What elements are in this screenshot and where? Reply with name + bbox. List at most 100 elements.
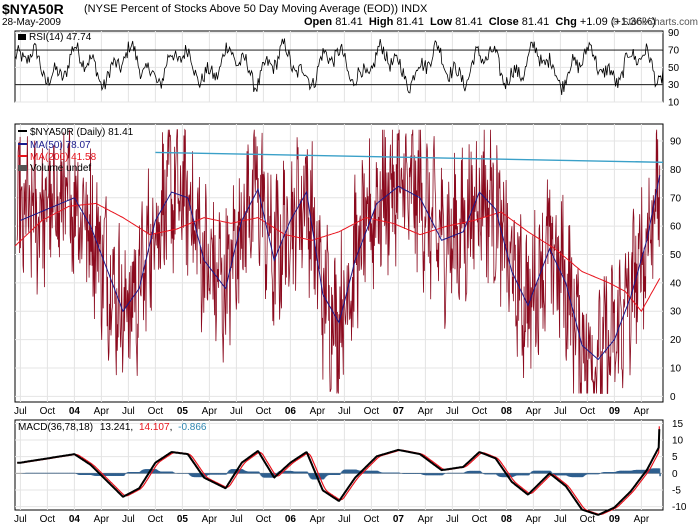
- x-tick-label: Apr: [310, 406, 326, 417]
- macd-hist-bar: [275, 473, 278, 475]
- x-tick-label: Apr: [418, 514, 434, 525]
- x-tick-label: 08: [501, 514, 513, 525]
- x-tick-label: Jul: [230, 514, 243, 525]
- macd-legend: MACD(36,78,18) 13.241, 14.107, -0.866: [18, 422, 207, 433]
- x-tick-label: Apr: [202, 514, 218, 525]
- open-value: 81.41: [335, 16, 363, 28]
- macd-hist-bar: [481, 472, 483, 474]
- high-value: 81.41: [396, 16, 424, 28]
- macd-legend-hist: -0.866: [178, 422, 207, 433]
- x-tick-label: 08: [501, 406, 513, 417]
- legend-volume: Volume undef: [30, 163, 91, 174]
- y-tick-label: 30: [670, 307, 682, 318]
- legend-ma50: MA(50) 78.07: [30, 140, 91, 151]
- low-label: Low: [430, 16, 453, 28]
- macd-legend-signal: 14.107: [139, 422, 170, 433]
- x-tick-label: Apr: [526, 406, 542, 417]
- macd-hist-bar: [258, 471, 260, 474]
- y-tick-label: 30: [668, 80, 680, 91]
- x-tick-label: Jul: [14, 514, 27, 525]
- x-tick-label: Oct: [472, 514, 488, 525]
- chg-value: +1.09 (+1.36%): [579, 16, 656, 28]
- x-tick-label: Jul: [14, 406, 27, 417]
- macd-grid: [15, 420, 663, 510]
- macd-hist-bar: [550, 472, 553, 474]
- price-x-ticks: Jul Oct 04 Apr Jul Oct 05 Apr Jul Oct 06 Apr Jul Oct 0…: [14, 406, 650, 417]
- x-tick-label: Oct: [40, 406, 56, 417]
- close-value: 81.41: [521, 16, 550, 28]
- x-tick-label: 09: [609, 406, 621, 417]
- x-tick-label: 05: [177, 406, 189, 417]
- macd-hist-bar: [339, 473, 341, 475]
- macd-line: [17, 429, 661, 516]
- macd-y-ticks: -10 -5 0 5 10 15: [672, 419, 687, 513]
- y-tick-label: 5: [672, 452, 678, 463]
- y-tick-label: 80: [670, 165, 682, 176]
- macd-hist-bar: [658, 468, 661, 474]
- y-tick-label: 10: [670, 363, 682, 374]
- macd-hist-bar: [528, 473, 530, 475]
- close-label: Close: [488, 16, 519, 28]
- rsi-legend: RSI(14) 47.74: [29, 32, 92, 43]
- legend-price: $NYA50R (Daily) 81.41: [30, 127, 134, 138]
- symbol-title: $NYA50R: [2, 1, 64, 17]
- rsi-frame: [14, 30, 664, 103]
- x-tick-label: Oct: [472, 406, 488, 417]
- x-tick-label: Apr: [310, 514, 326, 525]
- ma200-line: [14, 202, 661, 313]
- high-label: High: [368, 16, 394, 28]
- x-tick-label: 07: [393, 514, 405, 525]
- macd-legend-label: MACD(36,78,18): [18, 422, 93, 433]
- legend-swatch-volume: [18, 165, 27, 171]
- x-tick-label: Jul: [446, 406, 459, 417]
- macd-hist-bar: [225, 473, 228, 475]
- rsi-line: [14, 38, 664, 96]
- x-tick-label: Jul: [122, 406, 135, 417]
- x-tick-label: Oct: [580, 514, 596, 525]
- macd-hist-bar: [598, 473, 600, 474]
- y-tick-label: -10: [672, 502, 687, 513]
- macd-hist-bar: [124, 473, 127, 474]
- x-tick-label: 07: [393, 406, 405, 417]
- macd-x-ticks: Jul Oct 04 Apr Jul Oct 05 Apr Jul Oct 06 Apr Jul Oct 0…: [14, 514, 650, 525]
- x-tick-label: Jul: [230, 406, 243, 417]
- x-tick-label: 04: [69, 406, 81, 417]
- y-tick-label: -5: [672, 486, 681, 497]
- macd-hist-bar: [659, 473, 661, 477]
- x-tick-label: Jul: [338, 406, 351, 417]
- brand-label: © StockCharts.com: [611, 17, 698, 28]
- macd-hist-bar: [306, 472, 309, 474]
- x-tick-label: Oct: [256, 406, 272, 417]
- quote-line: Open 81.41 High 81.41 Low 81.41 Close 81…: [304, 16, 656, 28]
- symbol-description: (NYSE Percent of Stocks Above 50 Day Mov…: [84, 3, 428, 15]
- y-tick-label: 60: [670, 222, 682, 233]
- legend-swatch-ma50: [18, 143, 27, 145]
- x-tick-label: Jul: [446, 514, 459, 525]
- rsi-legend-swatch: [18, 34, 26, 40]
- x-tick-label: Jul: [338, 514, 351, 525]
- y-tick-label: 20: [670, 335, 682, 346]
- y-tick-label: 90: [668, 28, 680, 39]
- trend-line: [155, 151, 664, 163]
- x-tick-label: Oct: [364, 514, 380, 525]
- y-tick-label: 0: [672, 469, 678, 480]
- y-tick-label: 90: [670, 137, 682, 148]
- x-tick-label: Oct: [148, 514, 164, 525]
- x-tick-label: 06: [285, 514, 297, 525]
- x-tick-label: 09: [609, 514, 621, 525]
- price-series-line: [16, 128, 661, 394]
- legend-ma200: MA(200) 41.58: [30, 152, 97, 163]
- chart-date: 28-May-2009: [2, 17, 61, 28]
- y-tick-label: 0: [670, 392, 676, 403]
- y-tick-label: 10: [672, 436, 684, 447]
- x-tick-label: Oct: [40, 514, 56, 525]
- x-tick-label: Jul: [554, 514, 567, 525]
- y-tick-label: 15: [672, 419, 684, 430]
- rsi-y-ticks: 10 30 50 70 90: [668, 28, 680, 108]
- rsi-grid: [15, 31, 663, 103]
- y-tick-label: 10: [668, 98, 680, 109]
- price-legend: $NYA50R (Daily) 81.41 MA(50) 78.07 MA(20…: [18, 127, 134, 174]
- y-tick-label: 40: [670, 278, 682, 289]
- x-tick-label: Apr: [202, 406, 218, 417]
